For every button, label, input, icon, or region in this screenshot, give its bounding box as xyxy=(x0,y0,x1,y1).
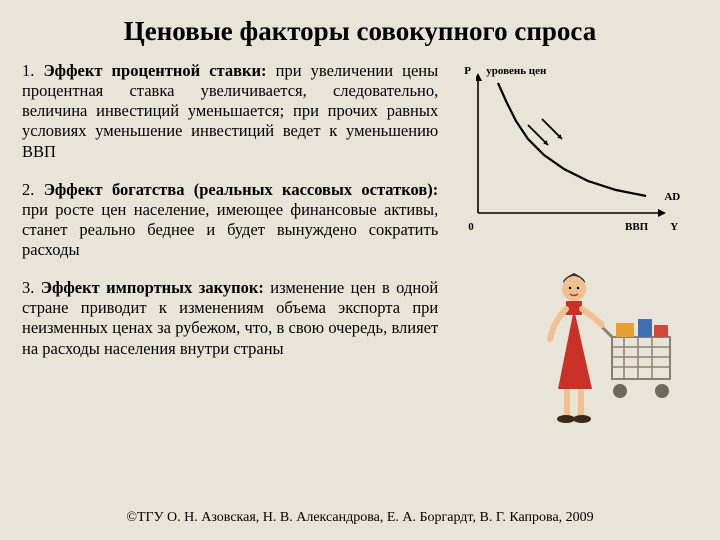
paragraph-1: 1. Эффект процентной ставки: при увеличе… xyxy=(22,61,438,162)
page-title: Ценовые факторы совокупного спроса xyxy=(0,0,720,61)
figure-column: P уровень цен AD 0 ВВП Y xyxy=(450,61,698,377)
paragraph-3: 3. Эффект импортных закупок: изменение ц… xyxy=(22,278,438,359)
chart-svg xyxy=(476,73,666,223)
p3-bold: Эффект импортных закупок: xyxy=(41,278,264,297)
p2-bold: Эффект богатства (реальных кассовых оста… xyxy=(44,180,439,199)
curve-label-ad: AD xyxy=(664,191,680,203)
p2-text: при росте цен население, имеющее финансо… xyxy=(22,200,438,259)
p1-num: 1. xyxy=(22,61,43,80)
p3-num: 3. xyxy=(22,278,41,297)
content-area: 1. Эффект процентной ставки: при увеличе… xyxy=(0,61,720,377)
shopping-cart-icon xyxy=(602,319,670,398)
x-axis-label-y: Y xyxy=(670,221,678,233)
y-axis-label-p: P xyxy=(464,65,471,77)
p2-num: 2. xyxy=(22,180,44,199)
origin-label: 0 xyxy=(468,221,474,233)
p1-bold: Эффект процентной ставки: xyxy=(43,61,266,80)
shopper-illustration xyxy=(520,259,680,429)
footer-copyright: ©ТГУ О. Н. Азовская, Н. В. Александрова,… xyxy=(0,510,720,526)
ad-chart: P уровень цен AD 0 ВВП Y xyxy=(458,63,678,253)
text-column: 1. Эффект процентной ставки: при увеличе… xyxy=(22,61,450,377)
paragraph-2: 2. Эффект богатства (реальных кассовых о… xyxy=(22,180,438,261)
person-icon xyxy=(550,273,602,423)
